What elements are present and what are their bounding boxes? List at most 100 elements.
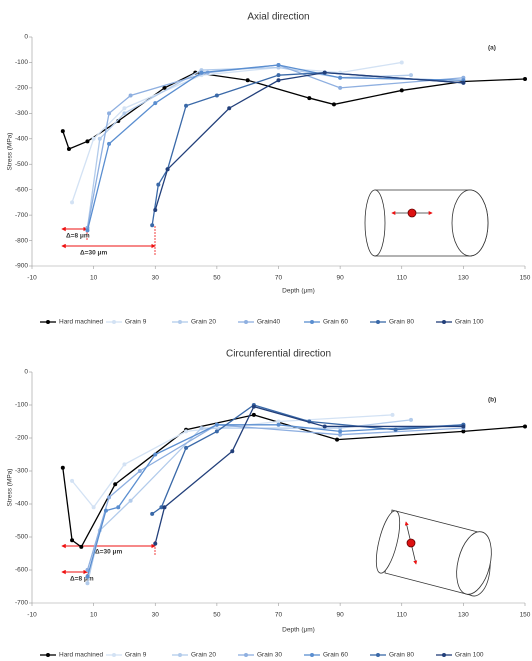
data-point — [153, 541, 158, 546]
data-point — [461, 424, 466, 429]
annotation: (a) — [488, 45, 496, 52]
data-point — [122, 106, 127, 111]
series-line — [86, 419, 412, 584]
data-point — [85, 228, 90, 233]
series-line — [71, 414, 393, 509]
cylinder-icon — [375, 509, 492, 597]
x-tick-label: 30 — [152, 275, 160, 282]
data-point — [137, 469, 142, 473]
legend-label: Grain 9 — [125, 319, 147, 326]
data-point — [70, 538, 75, 543]
legend-label: Grain40 — [257, 319, 281, 326]
annotation: Δ=8 μm — [70, 576, 94, 583]
data-point — [276, 78, 281, 83]
annotation: Δ=8 μm — [66, 233, 90, 240]
data-point — [162, 505, 167, 510]
y-tick-label: -400 — [15, 135, 28, 142]
data-point — [461, 429, 466, 434]
chart-title: Circunferential direction — [226, 349, 331, 360]
y-tick-label: -200 — [15, 435, 28, 442]
data-point — [79, 544, 84, 549]
data-point — [162, 85, 167, 90]
data-point — [150, 223, 155, 228]
cylinder-icon — [364, 189, 489, 257]
legend-label: Hard machined — [59, 652, 103, 659]
series-line — [151, 71, 464, 226]
series-line — [151, 404, 464, 515]
data-point — [307, 96, 312, 101]
legend-label: Grain 20 — [191, 319, 216, 326]
data-point — [245, 78, 250, 83]
data-point — [122, 111, 127, 116]
data-point — [523, 424, 527, 429]
data-point — [107, 111, 112, 116]
x-tick-label: 150 — [520, 612, 531, 619]
legend-label: Grain 30 — [257, 652, 282, 659]
chart-title: Axial direction — [247, 12, 309, 23]
data-point — [113, 482, 118, 487]
legend-label: Grain 60 — [323, 652, 348, 659]
data-point — [150, 511, 155, 516]
data-point — [165, 167, 170, 172]
data-point — [85, 581, 90, 586]
data-point — [128, 498, 133, 503]
x-tick-label: 30 — [152, 612, 160, 619]
x-tick-label: 70 — [275, 612, 283, 619]
data-point — [128, 93, 133, 98]
data-point — [338, 85, 343, 90]
legend-marker — [310, 653, 314, 657]
annotation: Δ=30 μm — [80, 250, 107, 257]
data-point — [184, 445, 189, 450]
data-point — [70, 200, 75, 205]
y-tick-label: -500 — [15, 161, 28, 168]
x-tick-label: 50 — [213, 275, 221, 282]
y-tick-label: -100 — [15, 59, 28, 66]
data-point — [97, 136, 102, 141]
data-point — [230, 449, 235, 454]
data-point — [85, 574, 90, 579]
legend-marker — [178, 320, 182, 324]
legend-marker — [310, 320, 314, 324]
x-tick-label: 90 — [337, 275, 345, 282]
y-tick-label: 0 — [24, 369, 28, 376]
y-tick-label: 0 — [24, 34, 28, 41]
x-tick-label: 130 — [458, 275, 469, 282]
x-tick-label: 90 — [337, 612, 345, 619]
data-point — [199, 426, 204, 431]
y-tick-label: -700 — [15, 212, 28, 219]
data-point — [107, 495, 112, 500]
data-point — [338, 429, 343, 434]
data-point — [276, 73, 281, 78]
legend-marker — [442, 320, 446, 324]
data-point — [338, 432, 343, 437]
data-point — [393, 427, 398, 432]
legend-label: Grain 20 — [191, 652, 216, 659]
data-point — [60, 129, 65, 134]
y-tick-label: -600 — [15, 186, 28, 193]
x-axis-title: Depth (μm) — [282, 288, 315, 295]
data-point — [103, 508, 108, 513]
x-tick-label: 70 — [275, 275, 283, 282]
y-tick-label: -600 — [15, 567, 28, 574]
data-point — [276, 62, 281, 67]
legend-label: Grain 80 — [389, 652, 414, 659]
legend-marker — [376, 653, 380, 657]
data-point — [199, 70, 204, 75]
y-tick-label: -500 — [15, 534, 28, 541]
y-axis-title: Stress (MPa) — [7, 133, 14, 171]
data-point — [184, 103, 189, 108]
data-point — [91, 505, 96, 510]
y-tick-label: -200 — [15, 85, 28, 92]
y-tick-label: -300 — [15, 468, 28, 475]
legend-marker — [112, 653, 116, 657]
y-tick-label: -300 — [15, 110, 28, 117]
legend-marker — [178, 653, 182, 657]
data-point — [251, 412, 256, 417]
data-point — [227, 106, 232, 111]
data-point — [399, 60, 404, 65]
legend-label: Grain 9 — [125, 652, 147, 659]
data-point — [408, 417, 413, 422]
data-point — [322, 70, 327, 75]
data-point — [66, 146, 71, 151]
x-axis-title: Depth (μm) — [282, 627, 315, 634]
